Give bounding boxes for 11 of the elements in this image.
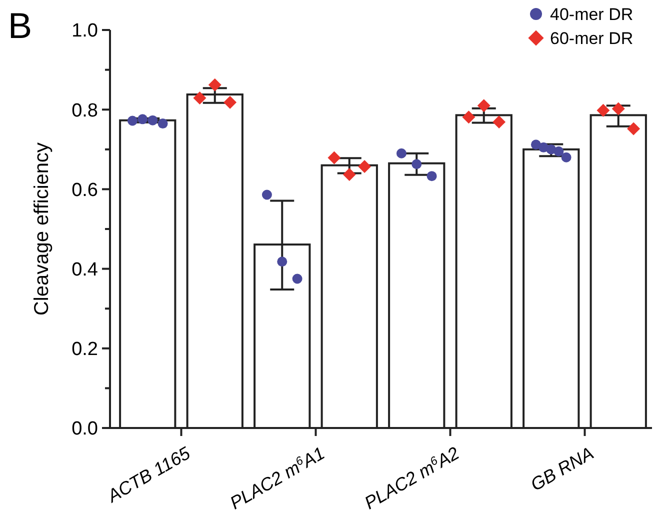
x-tick-label: GB RNA — [527, 443, 598, 495]
legend-label: 60-mer DR — [550, 28, 634, 48]
legend-label: 40-mer DR — [550, 4, 634, 24]
y-tick-label: 0.4 — [72, 259, 98, 280]
y-tick-label: 0.2 — [72, 339, 98, 360]
y-tick-label: 0.0 — [72, 418, 98, 440]
y-tick-label: 0.8 — [72, 100, 98, 122]
chart-title: B — [8, 5, 32, 46]
y-tick-label: 1.0 — [72, 20, 98, 42]
y-axis-title: Cleavage efficiency — [31, 142, 53, 316]
y-tick-label: 0.6 — [72, 180, 98, 201]
